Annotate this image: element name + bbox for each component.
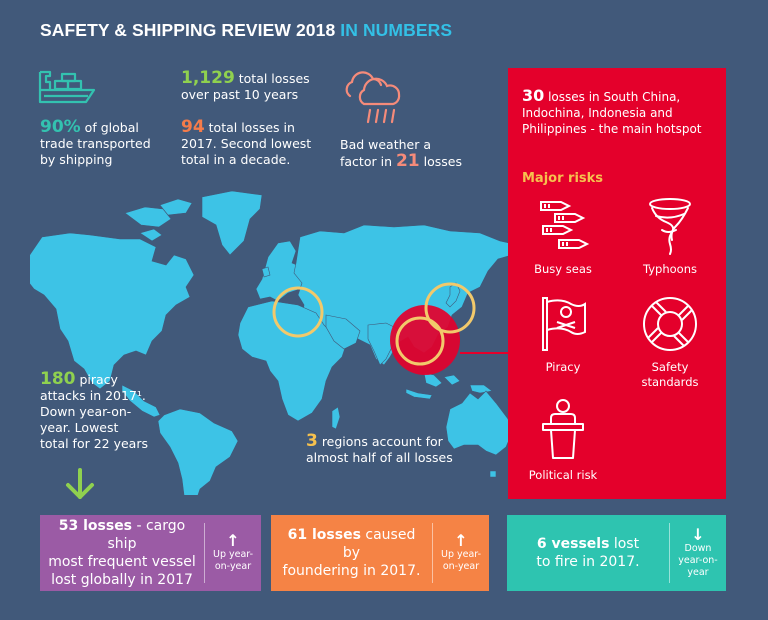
divider [432, 523, 433, 583]
hotspot-text: losses in South China, [544, 90, 681, 104]
divider [669, 523, 670, 583]
regions-value: 3 [306, 431, 318, 451]
trade-text: trade transported [40, 136, 151, 151]
box-bold: 6 vessels [536, 536, 610, 552]
box-bold: 61 losses [287, 527, 361, 543]
trade-stat: 90% of global trade transported by shipp… [40, 119, 170, 168]
divider [204, 523, 205, 583]
piracy-text: attacks in 2017¹. [40, 388, 146, 403]
losses-2017-text: total losses in [204, 120, 295, 135]
arrow-down-icon [66, 468, 94, 499]
pirate-flag-icon [542, 297, 586, 351]
box-line: foundering in 2017. [282, 563, 421, 579]
weather-value: 21 [395, 151, 420, 171]
risk-label: Political risk [528, 468, 598, 482]
arrow-up-icon: ↑ [226, 531, 240, 550]
box-text: 53 losses - cargo ship most frequent ves… [40, 517, 204, 589]
trend-text: year [687, 567, 709, 578]
weather-stat: Bad weather a factor in 21 losses [340, 137, 490, 170]
hotspot-description: 30 losses in South China, Indochina, Ind… [522, 88, 722, 137]
trend-text: Up year- [440, 549, 482, 560]
piracy-text: total for 22 years [40, 436, 148, 451]
podium-icon [542, 399, 584, 459]
piracy-text: year. Lowest [40, 420, 119, 435]
arrow-down-icon: ↓ [691, 525, 705, 544]
risk-label: Typhoons [643, 262, 697, 276]
arrow-up-icon: ↑ [454, 531, 468, 550]
weather-text: factor in [340, 154, 396, 169]
risk-typhoons: Typhoons [620, 196, 720, 277]
piracy-text: piracy [75, 372, 118, 387]
risk-busy-seas: Busy seas [513, 196, 613, 277]
box-line: lost globally in 2017 [51, 572, 193, 588]
risk-piracy: Piracy [513, 294, 613, 375]
trade-text: by shipping [40, 152, 113, 167]
risk-political: Political risk [513, 398, 613, 483]
box-bold: 53 losses [58, 518, 133, 534]
risk-label: Busy seas [534, 262, 592, 276]
trend-text: on-year [442, 561, 480, 572]
title-accent: IN NUMBERS [340, 20, 453, 40]
trend-text: on-year [214, 561, 252, 572]
losses-2017-value: 94 [181, 117, 205, 137]
piracy-stat: 180 piracy attacks in 2017¹. Down year-o… [40, 371, 170, 452]
hotspot-text: Indochina, Indonesia and [522, 106, 673, 120]
trend-indicator: ↑ Up year- on-year [205, 533, 261, 573]
trend-text: Up year- [212, 549, 254, 560]
piracy-value: 180 [40, 369, 76, 389]
hotspot-value: 30 [522, 86, 545, 105]
box-text: 61 losses caused by foundering in 2017. [271, 526, 432, 580]
regions-stat: 3 regions account for almost half of all… [306, 433, 496, 466]
box-line: most frequent vessel [48, 554, 196, 570]
weather-text: losses [419, 154, 462, 169]
risk-safety-standards: Safety standards [620, 294, 720, 390]
box-text: 6 vessels lost to fire in 2017. [507, 535, 669, 571]
losses-2017-text: 2017. Second lowest [181, 136, 312, 151]
foundering-losses-box: 61 losses caused by foundering in 2017. … [271, 515, 489, 591]
trend-text: Down [684, 543, 712, 554]
regions-text: regions account for [317, 434, 443, 449]
risk-label: Piracy [545, 360, 581, 374]
total-losses-stat: 1,129 total losses over past 10 years [181, 70, 331, 103]
trend-indicator: ↓ Down year-on- year [670, 527, 726, 579]
lifebuoy-icon [643, 297, 697, 351]
hotspot-text: Philippines - the main hotspot [522, 122, 702, 136]
total-losses-value: 1,129 [181, 68, 235, 88]
tornado-icon [649, 198, 691, 255]
regions-text: almost half of all losses [306, 450, 453, 465]
trade-value: 90% [40, 117, 81, 137]
trend-text: year-on- [678, 555, 718, 566]
losses-2017-text: total in a decade. [181, 152, 291, 167]
total-losses-text: over past 10 years [181, 87, 299, 102]
hotspot-panel: 30 losses in South China, Indochina, Ind… [508, 68, 726, 499]
cargo-ship-losses-box: 53 losses - cargo ship most frequent ves… [40, 515, 261, 591]
rain-cloud-icon [345, 71, 401, 124]
box-line: caused by [342, 527, 416, 561]
losses-2017-stat: 94 total losses in 2017. Second lowest t… [181, 119, 331, 168]
fire-losses-box: 6 vessels lost to fire in 2017. ↓ Down y… [507, 515, 726, 591]
weather-text: Bad weather a [340, 137, 432, 152]
major-risks-heading: Major risks [522, 171, 604, 186]
box-line: - cargo ship [107, 518, 186, 552]
total-losses-text: total losses [234, 71, 310, 86]
piracy-text: Down year-on- [40, 404, 132, 419]
risk-label: standards [641, 375, 699, 389]
box-line: to fire in 2017. [536, 554, 640, 570]
page-title: SAFETY & SHIPPING REVIEW 2018 IN NUMBERS [40, 20, 452, 41]
trend-indicator: ↑ Up year- on-year [433, 533, 489, 573]
world-map [30, 190, 519, 495]
title-main: SAFETY & SHIPPING REVIEW 2018 [40, 20, 336, 40]
box-line: lost [609, 536, 640, 552]
cargo-ship-icon [38, 70, 96, 104]
trade-text: of global [80, 120, 139, 135]
risk-label: Safety [651, 360, 689, 374]
boats-icon [540, 201, 590, 249]
